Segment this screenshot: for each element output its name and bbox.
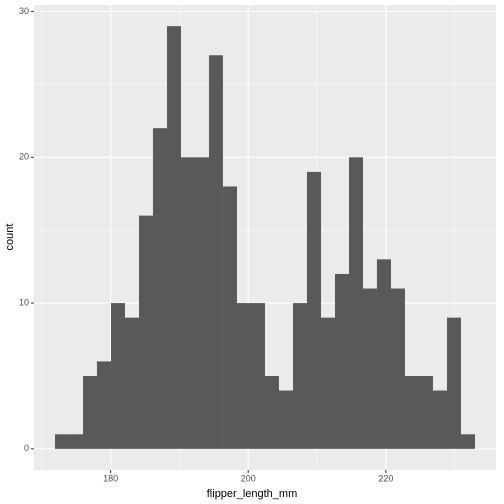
- bar: [250, 303, 265, 449]
- bar: [362, 288, 377, 449]
- bar: [82, 375, 97, 449]
- y-tick-label: 10: [19, 297, 29, 307]
- y-tick-label: 30: [19, 6, 29, 16]
- x-tick-label: 180: [103, 473, 118, 483]
- bar: [222, 186, 237, 449]
- bar: [460, 434, 476, 449]
- bar: [419, 375, 433, 449]
- bar: [278, 390, 294, 449]
- x-tick-label: 200: [241, 473, 256, 483]
- bar: [236, 303, 251, 449]
- bar: [293, 303, 307, 449]
- bar: [265, 375, 279, 449]
- y-tick-label: 0: [24, 443, 29, 453]
- bar: [334, 273, 350, 449]
- bar: [432, 390, 448, 449]
- y-tick-label: 20: [19, 152, 29, 162]
- y-axis-title: count: [4, 224, 16, 251]
- bar: [447, 317, 461, 449]
- bar: [404, 375, 419, 449]
- bar: [208, 55, 223, 449]
- bar: [306, 171, 322, 449]
- x-tick-label: 220: [378, 473, 393, 483]
- bar: [321, 317, 335, 449]
- bar: [139, 215, 153, 449]
- bar: [54, 434, 69, 449]
- bar: [167, 26, 181, 449]
- bar: [194, 157, 209, 449]
- bar: [152, 128, 168, 449]
- bar: [111, 303, 125, 449]
- bar: [390, 288, 405, 449]
- bar: [124, 317, 140, 449]
- bar: [68, 434, 83, 449]
- bar: [349, 157, 363, 449]
- x-axis-title: flipper_length_mm: [207, 488, 298, 500]
- bar: [376, 259, 391, 449]
- bar: [96, 361, 111, 449]
- bar: [180, 157, 195, 449]
